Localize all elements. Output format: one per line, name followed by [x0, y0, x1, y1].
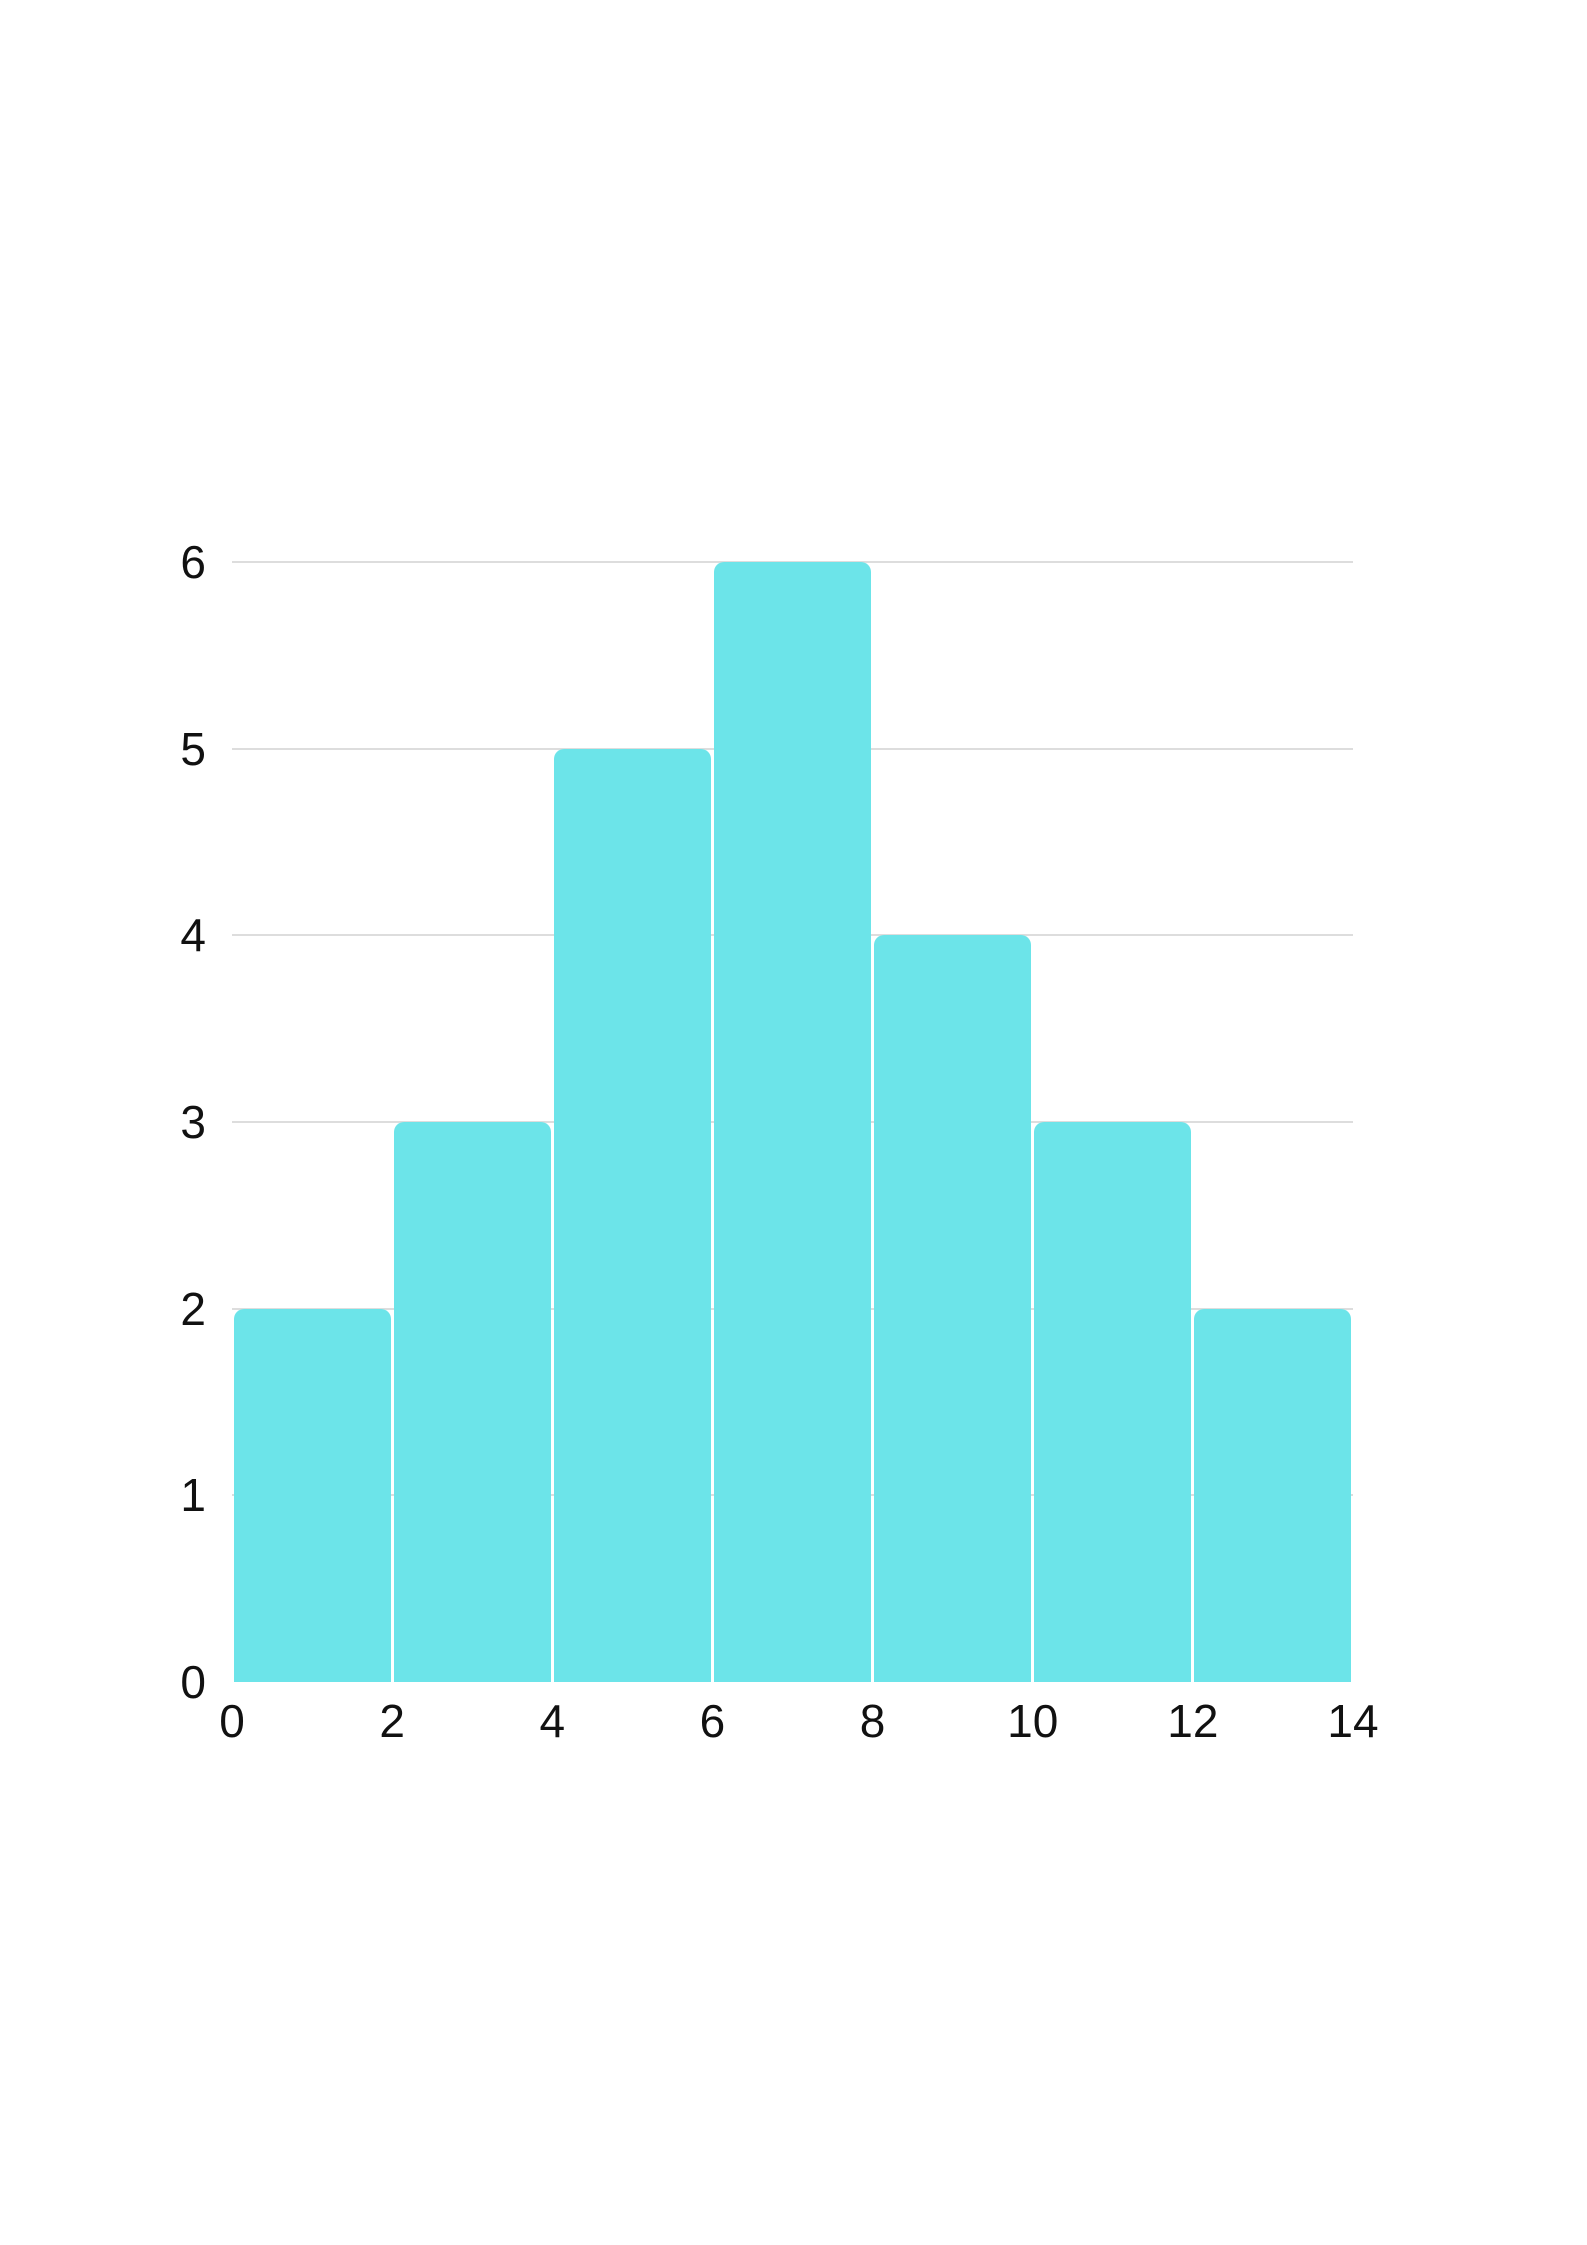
histogram-bar — [713, 562, 872, 1682]
histogram-bar — [553, 748, 711, 1682]
histogram-bar — [233, 1308, 391, 1682]
x-axis-tick-label: 12 — [1167, 1695, 1219, 1747]
y-axis-tick-label: 3 — [180, 1096, 206, 1148]
histogram-bar — [874, 935, 1032, 1682]
x-axis-tick-label: 6 — [699, 1695, 726, 1747]
y-axis-tick-label: 6 — [180, 536, 206, 588]
x-axis-tick-label: 8 — [859, 1695, 886, 1747]
y-axis-tick-label: 5 — [180, 722, 206, 775]
histogram-bar — [1194, 1308, 1352, 1682]
histogram-plot-area: 0 1 2 3 4 5 6 0 2 4 6 8 10 12 14 — [180, 539, 1378, 1744]
x-axis-tick-label: 0 — [219, 1695, 245, 1747]
y-axis-tick-label: 4 — [180, 909, 206, 962]
y-axis-tick-label: 0 — [180, 1656, 206, 1708]
histogram-bar — [393, 1122, 551, 1682]
x-axis-tick-label: 14 — [1327, 1695, 1379, 1747]
x-axis-tick-label: 2 — [379, 1695, 405, 1747]
x-axis-tick-label: 10 — [1007, 1695, 1059, 1747]
y-axis-tick-label: 2 — [180, 1282, 206, 1335]
y-axis-tick-label: 1 — [180, 1469, 206, 1522]
x-axis-tick-label: 4 — [539, 1695, 566, 1747]
histogram-bar — [1034, 1122, 1192, 1682]
